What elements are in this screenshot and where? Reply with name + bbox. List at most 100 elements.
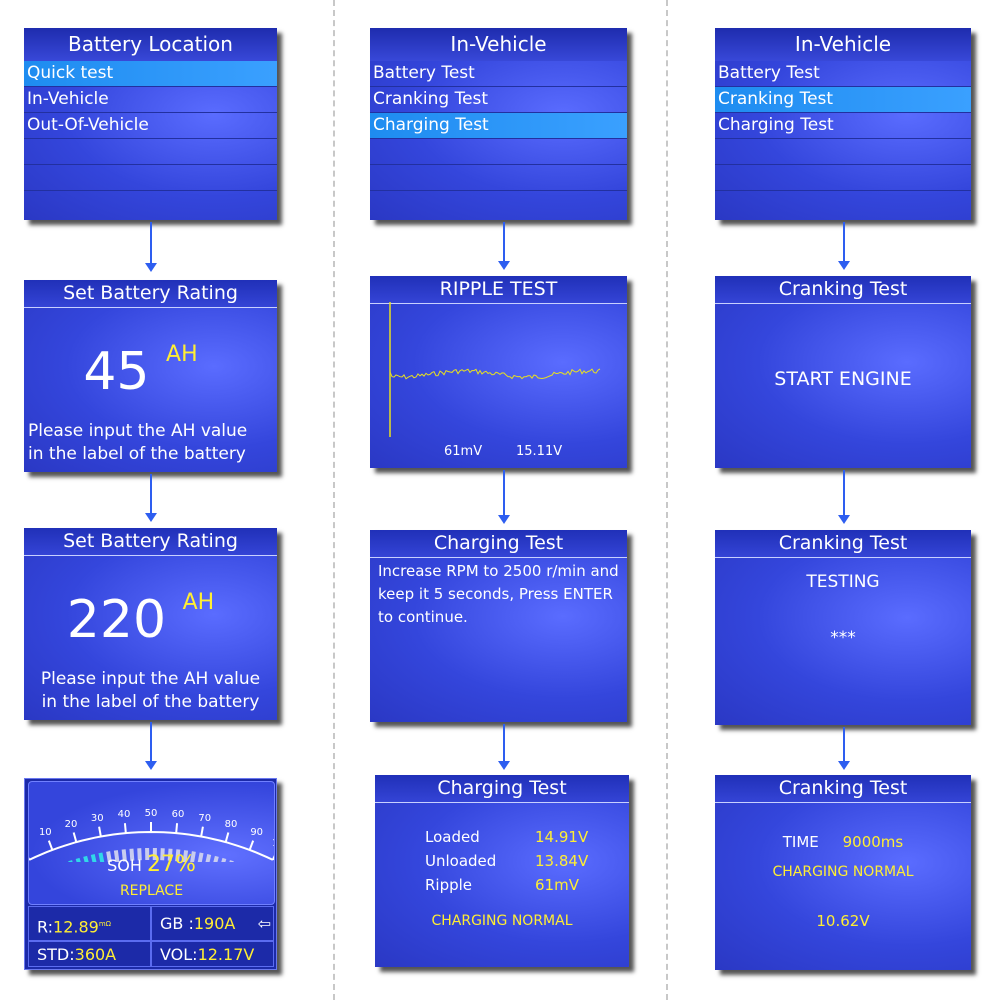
flow-arrow (498, 470, 510, 524)
screen-title: RIPPLE TEST (370, 276, 627, 304)
arrow-left-icon[interactable]: ⇦ (257, 914, 271, 933)
gauge-tick-label: 90 (250, 827, 263, 838)
battery-result-screen: 0102030405060708090100 SOH 27% REPLACE R… (24, 778, 277, 970)
gauge-segment (213, 855, 219, 862)
flow-arrow (838, 222, 850, 270)
gauge-tick-label: 80 (225, 819, 238, 830)
screen-title: Set Battery Rating (24, 280, 277, 308)
screen-title: In-Vehicle (370, 28, 627, 61)
gauge-tick (72, 832, 78, 843)
r-value: 12.89 (53, 917, 99, 937)
cranking-testing-screen: Cranking Test TESTING *** (715, 530, 971, 725)
gauge-segment (221, 857, 227, 862)
soh-label: SOH (107, 856, 142, 875)
battery-location-screen: Battery Location Quick test In-Vehicle O… (24, 28, 277, 220)
ah-unit: AH (166, 342, 198, 367)
testing-status: TESTING (806, 572, 880, 592)
loaded-value: 14.91V (535, 828, 589, 846)
gauge-segment (137, 848, 142, 861)
menu-item-cranking-test[interactable]: Cranking Test (715, 87, 971, 113)
gauge-tick (248, 840, 255, 851)
flow-arrow (838, 470, 850, 524)
gauge-tick-label: 40 (118, 809, 131, 820)
result-row: Ripple 61mV (425, 873, 588, 897)
menu-item-in-vehicle[interactable]: In-Vehicle (24, 87, 277, 113)
screen-title: Set Battery Rating (24, 528, 277, 556)
progress-dots: *** (830, 628, 856, 648)
ah-value: 220 (66, 590, 167, 650)
flow-arrow (498, 222, 510, 270)
menu-item-cranking-test[interactable]: Cranking Test (370, 87, 627, 113)
vol-label: VOL: (160, 945, 198, 964)
screen-title: Cranking Test (715, 276, 971, 304)
screen-title: Charging Test (375, 775, 629, 803)
cranking-voltage: 10.62V (816, 912, 870, 930)
gauge-segment (113, 850, 120, 862)
menu-item-charging-test[interactable]: Charging Test (370, 113, 627, 139)
gauge-segment (160, 848, 165, 861)
menu-item-charging-test[interactable]: Charging Test (715, 113, 971, 139)
soh-gauge: 0102030405060708090100 (29, 808, 274, 862)
soh-value: 27% (146, 852, 196, 877)
unloaded-label: Unloaded (425, 852, 497, 870)
in-vehicle-menu-screen: In-Vehicle Battery Test Cranking Test Ch… (715, 28, 971, 220)
ripple-value: 61mV (535, 876, 579, 894)
instruction-line: Please input the AH value (40, 669, 261, 689)
gauge-segment (106, 851, 112, 862)
cranking-status: CHARGING NORMAL (772, 864, 914, 880)
column-divider (666, 0, 668, 1000)
menu-item-quick-test[interactable]: Quick test (24, 61, 277, 87)
screen-title: Cranking Test (715, 775, 971, 803)
menu-item-empty (24, 165, 277, 191)
menu-item-empty (370, 165, 627, 191)
gauge-segment (205, 854, 212, 862)
std-label: STD: (37, 945, 75, 964)
gauge-tick (47, 840, 54, 851)
result-row: Loaded 14.91V (425, 825, 588, 849)
gauge-tick-label: 100 (272, 838, 274, 849)
cranking-result-screen: Cranking Test TIME 9000ms CHARGING NORMA… (715, 775, 971, 970)
ripple-label: Ripple (425, 876, 473, 894)
verdict: REPLACE (119, 883, 184, 899)
screen-title: Charging Test (370, 530, 627, 558)
screen-title: Cranking Test (715, 530, 971, 558)
gauge-tick-label: 50 (145, 808, 158, 819)
result-row: Unloaded 13.84V (425, 849, 588, 873)
gauge-segment (182, 850, 189, 862)
gauge-segment (129, 848, 135, 861)
ah-unit: AH (182, 590, 215, 615)
instruction-message: Increase RPM to 2500 r/min and keep it 5… (378, 562, 619, 626)
ripple-waveform (389, 302, 601, 437)
menu-item-battery-test[interactable]: Battery Test (715, 61, 971, 87)
ripple-test-screen: RIPPLE TEST 61mV 15.11V (370, 276, 627, 468)
menu-item-out-of-vehicle[interactable]: Out-Of-Vehicle (24, 113, 277, 139)
column-divider (333, 0, 335, 1000)
ripple-trace (389, 368, 601, 380)
flow-arrow (838, 727, 850, 770)
instruction-line: in the label of the battery (28, 444, 246, 464)
gauge-tick (271, 855, 274, 861)
gauge-segment (90, 854, 97, 862)
ah-value: 45 (83, 342, 150, 402)
menu-item-empty (370, 139, 627, 165)
gauge-tick (224, 832, 230, 843)
gauge-segment (175, 849, 181, 862)
in-vehicle-menu-screen: In-Vehicle Battery Test Cranking Test Ch… (370, 28, 627, 220)
screen-title: In-Vehicle (715, 28, 971, 61)
menu-item-empty (715, 165, 971, 191)
charging-test-prompt-screen: Charging Test Increase RPM to 2500 r/min… (370, 530, 627, 722)
r-label: R: (37, 917, 54, 937)
cranking-start-screen: Cranking Test START ENGINE (715, 276, 971, 468)
vol-value: 12.17V (197, 945, 255, 964)
r-unit: mΩ (98, 920, 111, 928)
ripple-voltage: 15.11V (516, 444, 563, 459)
unloaded-value: 13.84V (535, 852, 589, 870)
flow-arrow (145, 722, 157, 770)
gauge-tick-label: 30 (91, 813, 104, 824)
menu-item-battery-test[interactable]: Battery Test (370, 61, 627, 87)
charging-test-result-screen: Charging Test Loaded 14.91V Unloaded 13.84… (375, 775, 629, 967)
flow-arrow (145, 474, 157, 522)
std-value: 360A (74, 945, 117, 964)
charging-status: CHARGING NORMAL (431, 913, 573, 929)
time-label: TIME (782, 833, 819, 851)
